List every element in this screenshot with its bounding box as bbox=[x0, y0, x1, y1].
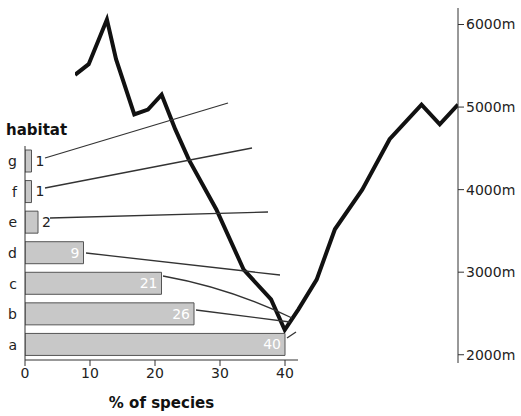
svg-text:40: 40 bbox=[263, 336, 281, 352]
svg-text:0: 0 bbox=[21, 365, 30, 381]
svg-text:f: f bbox=[12, 184, 18, 200]
svg-text:c: c bbox=[9, 276, 17, 292]
svg-text:1: 1 bbox=[36, 183, 45, 199]
svg-text:1: 1 bbox=[36, 153, 45, 169]
svg-text:3000m: 3000m bbox=[466, 264, 515, 280]
svg-text:b: b bbox=[8, 306, 17, 322]
svg-text:6000m: 6000m bbox=[466, 16, 515, 32]
svg-text:40: 40 bbox=[276, 365, 294, 381]
svg-text:a: a bbox=[8, 337, 17, 353]
svg-text:% of species: % of species bbox=[109, 394, 214, 412]
svg-text:2000m: 2000m bbox=[466, 347, 515, 363]
svg-text:20: 20 bbox=[146, 365, 164, 381]
svg-text:5000m: 5000m bbox=[466, 99, 515, 115]
svg-text:d: d bbox=[8, 245, 17, 261]
svg-text:4000m: 4000m bbox=[466, 182, 515, 198]
svg-text:9: 9 bbox=[71, 245, 80, 261]
svg-text:10: 10 bbox=[81, 365, 99, 381]
svg-text:21: 21 bbox=[140, 275, 158, 291]
html-text:habitat: habitat bbox=[6, 121, 68, 139]
svg-text:g: g bbox=[8, 153, 17, 169]
svg-text:e: e bbox=[8, 214, 17, 230]
svg-text:26: 26 bbox=[172, 306, 190, 322]
svg-text:2: 2 bbox=[42, 214, 51, 230]
svg-text:30: 30 bbox=[211, 365, 229, 381]
